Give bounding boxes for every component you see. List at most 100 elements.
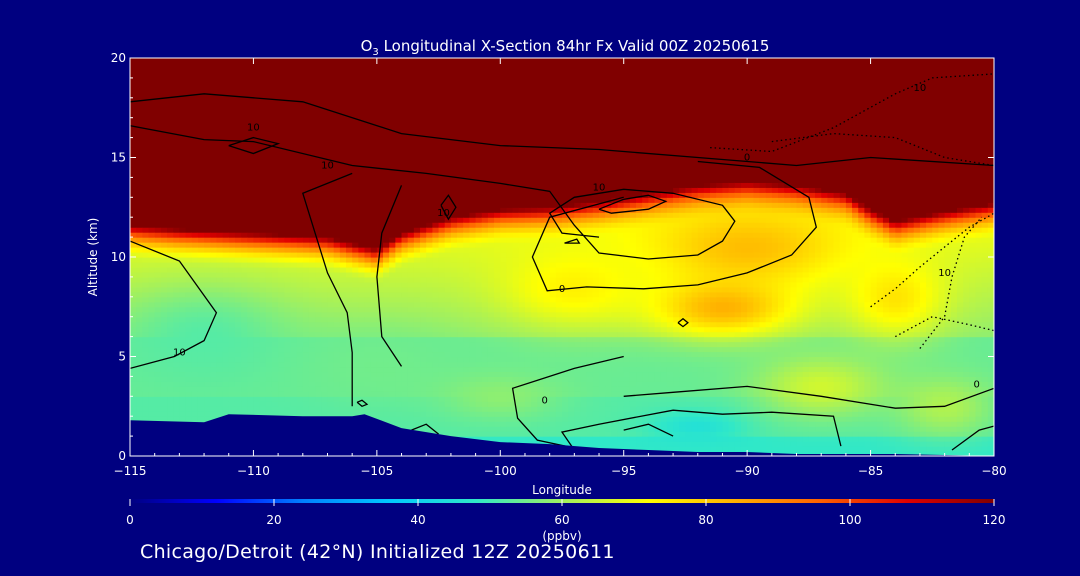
field-cell [339,281,347,288]
field-cell [395,147,403,154]
field-cell [290,72,298,79]
field-cell [346,411,353,417]
field-cell [284,92,292,99]
field-cell [259,192,267,198]
field-cell [173,237,180,243]
field-cell [253,336,261,343]
field-cell [130,142,137,149]
field-cell [463,316,471,323]
field-cell [327,127,335,134]
field-cell [278,247,285,253]
field-cell [191,247,199,253]
field-cell [210,122,217,129]
field-cell [290,117,298,124]
field-cell [383,152,390,159]
field-cell [142,237,150,243]
field-cell [173,222,180,228]
field-cell [241,291,248,298]
field-cell [247,162,255,169]
field-cell [407,306,415,313]
field-cell [426,421,433,427]
field-cell [247,182,255,188]
field-cell [253,376,261,382]
field-cell [136,72,143,79]
field-cell [487,132,495,139]
field-cell [259,232,267,238]
field-cell [358,406,366,412]
field-cell [444,336,452,343]
field-cell [315,197,322,203]
field-cell [358,212,366,218]
field-cell [358,386,366,392]
field-cell [142,371,150,377]
field-cell [506,172,514,178]
field-cell [469,132,477,139]
field-cell [450,77,458,84]
field-cell [450,291,458,298]
field-cell [185,137,193,144]
field-cell [413,242,421,248]
field-cell [290,401,298,407]
field-cell [407,77,415,84]
field-cell [148,371,156,377]
field-cell [216,252,224,258]
field-cell [148,58,156,64]
field-cell [327,286,335,293]
field-cell [241,286,248,293]
field-cell [407,366,415,373]
field-cell [401,132,409,139]
field-cell [179,301,187,308]
field-cell [315,202,322,208]
field-cell [358,396,366,402]
field-cell [364,266,372,273]
field-cell [463,232,471,238]
field-cell [210,237,217,243]
field-cell [469,72,477,79]
field-cell [271,167,279,174]
field-cell [154,217,162,223]
field-cell [432,187,440,193]
field-cell [444,266,452,273]
field-cell [197,351,205,358]
field-cell [432,316,440,323]
field-cell [210,341,217,348]
field-cell [401,62,409,69]
field-cell [475,182,483,188]
field-cell [204,237,211,243]
field-cell [432,112,440,119]
field-cell [469,396,477,402]
field-cell [512,321,520,328]
field-cell [179,107,187,114]
field-cell [457,386,464,392]
field-cell [346,361,353,368]
field-cell [241,411,248,417]
field-cell [234,172,242,178]
field-cell [142,72,150,79]
field-cell [216,132,224,139]
field-cell [339,162,347,169]
field-cell [457,102,464,109]
field-cell [167,162,174,169]
field-cell [327,242,335,248]
field-cell [469,301,477,308]
field-cell [308,356,316,363]
field-cell [234,192,242,198]
field-cell [247,58,255,64]
field-cell [136,296,143,303]
field-cell [407,247,415,253]
field-cell [389,321,396,328]
field-cell [315,227,322,233]
field-cell [506,122,514,129]
field-cell [179,281,187,288]
field-cell [222,321,230,328]
field-cell [469,351,477,358]
field-cell [450,58,458,64]
field-cell [370,117,378,124]
field-cell [321,58,329,64]
field-cell [302,257,310,263]
field-cell [302,137,310,144]
field-cell [352,341,359,348]
field-cell [130,87,137,94]
field-cell [401,182,409,188]
field-cell [130,182,137,188]
